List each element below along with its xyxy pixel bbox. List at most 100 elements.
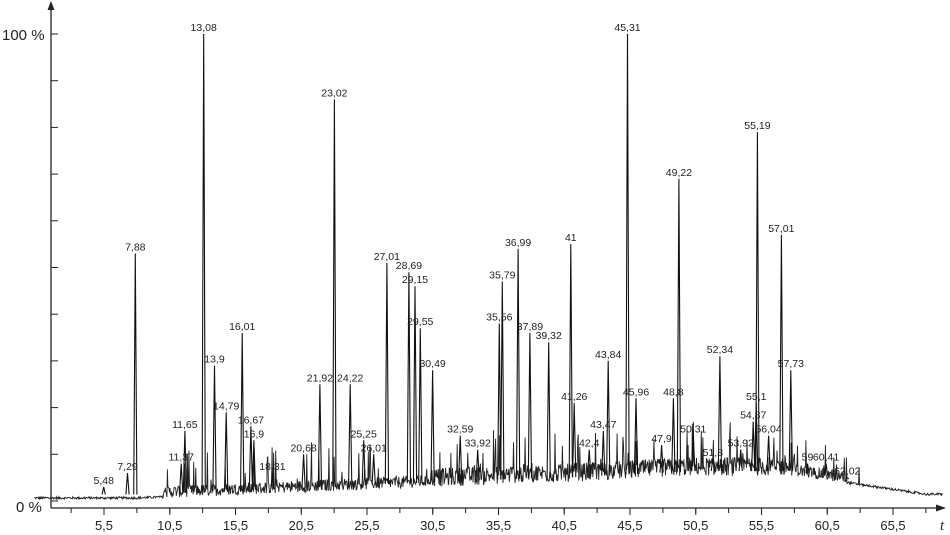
- peak-mark: [251, 440, 257, 490]
- peak-label: 48,8: [663, 386, 684, 398]
- peak-label: 23,02: [321, 87, 347, 99]
- peak-label: 35,56: [486, 312, 512, 324]
- peak-mark: [182, 430, 188, 493]
- peak-mark: [717, 356, 723, 472]
- x-tick-label: 65,5: [880, 518, 905, 533]
- peak-mark: [406, 272, 412, 484]
- peak-label: 11,65: [172, 419, 198, 431]
- x-axis-label: t: [940, 518, 945, 534]
- peak-label: 57,01: [768, 223, 794, 235]
- x-tick-label: 10,5: [157, 518, 182, 533]
- peak-mark: [779, 234, 784, 472]
- peak-label: 5,48: [94, 475, 115, 487]
- peak-mark: [710, 458, 715, 472]
- peak-label: 49,22: [666, 167, 692, 179]
- peak-label: 29,15: [402, 274, 428, 286]
- peak-mark: [371, 454, 376, 485]
- axes: [47, 1, 946, 512]
- peak-mark: [659, 444, 664, 473]
- peak-mark: [676, 178, 682, 472]
- peak-label: 25,25: [351, 428, 377, 440]
- peak-label: 57,73: [778, 358, 804, 370]
- peak-mark: [418, 328, 423, 483]
- peak-mark: [845, 476, 850, 480]
- peak-label: 41: [565, 232, 577, 244]
- peak-label: 59: [802, 452, 814, 464]
- peak-label: 32,59: [447, 424, 473, 436]
- peak-mark: [133, 253, 138, 495]
- peak-mark: [201, 33, 206, 492]
- peak-label: 16,9: [244, 428, 265, 440]
- peak-mark: [497, 323, 502, 480]
- peak-mark: [633, 398, 639, 474]
- x-tick-label: 55,5: [749, 518, 774, 533]
- peak-label: 60,41: [813, 452, 839, 464]
- peak-label: 39,32: [536, 330, 562, 342]
- peak-label: 45,96: [623, 386, 649, 398]
- peak-mark: [348, 384, 353, 486]
- peak-mark: [101, 486, 106, 495]
- peak-mark: [224, 412, 229, 491]
- peak-mark: [240, 332, 245, 491]
- peak-mark: [515, 248, 521, 479]
- peak-mark: [568, 244, 573, 478]
- peak-label: 16,01: [229, 321, 255, 333]
- chromatogram-trace: [34, 421, 944, 501]
- peak-mark: [546, 342, 551, 479]
- peak-label: 43,47: [590, 419, 616, 431]
- peak-mark: [301, 454, 306, 488]
- peak-label: 53,92: [728, 438, 754, 450]
- peak-label: 50,31: [680, 424, 706, 436]
- x-ticks: 5,5 10,5 15,5 20,5 25,5 30,5 35,5 40,5 45,5 50,5 5…: [70, 508, 927, 533]
- peak-label: 36,99: [505, 237, 531, 249]
- x-tick-label: 40,5: [552, 518, 577, 533]
- x-tick-label: 35,5: [486, 518, 511, 533]
- peak-label: 29,55: [407, 316, 433, 328]
- peak-mark: [625, 33, 630, 475]
- peak-mark: [458, 435, 463, 482]
- peak-label: 11,37: [168, 452, 194, 464]
- peak-mark: [805, 463, 810, 474]
- peak-label: 33,92: [465, 438, 491, 450]
- peak-mark: [823, 463, 829, 476]
- peak-mark: [755, 132, 760, 472]
- peak-label: 26,01: [361, 442, 387, 454]
- peak-mark: [738, 449, 743, 472]
- peak-label: 54,87: [740, 410, 766, 422]
- peak-mark: [317, 384, 323, 487]
- peak-mark: [606, 360, 611, 476]
- peak-mark: [527, 332, 533, 479]
- peak-mark: [179, 463, 184, 493]
- peak-mark: [751, 421, 756, 472]
- peak-mark: [475, 449, 480, 481]
- peak-mark: [332, 99, 337, 487]
- x-axis-arrow: [936, 504, 946, 512]
- peak-label: 56,04: [755, 424, 781, 436]
- peak-mark: [125, 472, 130, 495]
- peak-label: 27,01: [374, 251, 400, 263]
- x-tick-label: 25,5: [354, 518, 379, 533]
- peak-mark: [430, 370, 435, 483]
- baseline-noise-trace: [34, 421, 944, 501]
- x-tick-label: 45,5: [617, 518, 642, 533]
- peak-mark: [671, 398, 676, 473]
- peak-mark: [248, 426, 254, 490]
- peak-label: 51,8: [703, 447, 724, 459]
- peak-labels: 5,487,29 7,88 11,37 11,65 13,08 13,9 14,79 16,0…: [94, 22, 861, 487]
- peak-mark: [212, 365, 217, 492]
- x-tick-label: 60,5: [815, 518, 840, 533]
- peak-label: 21,92: [307, 372, 333, 384]
- peak-mark: [766, 435, 771, 472]
- y-ticks: [51, 33, 58, 502]
- peak-label: 41,26: [561, 391, 587, 403]
- peak-label: 16,67: [238, 414, 264, 426]
- peak-mark: [361, 440, 366, 486]
- peak-label: 47,9: [651, 433, 672, 445]
- peak-mark: [788, 370, 793, 472]
- y-axis-arrow: [47, 1, 55, 10]
- peak-mark: [587, 449, 592, 477]
- peak-label: 42,4: [579, 438, 600, 450]
- peak-mark: [572, 402, 577, 478]
- peak-label: 13,08: [191, 22, 217, 34]
